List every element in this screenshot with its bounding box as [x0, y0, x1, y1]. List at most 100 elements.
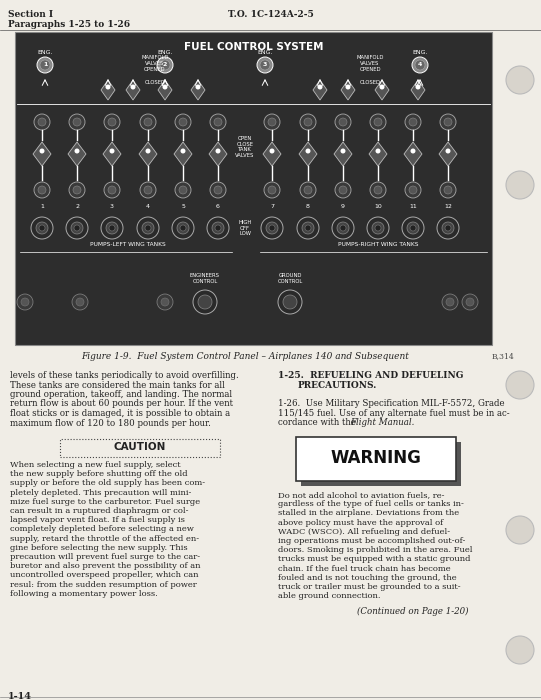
Text: doors. Smoking is prohibited in the area. Fuel: doors. Smoking is prohibited in the area… [278, 546, 472, 554]
Text: 1: 1 [43, 62, 47, 67]
Circle shape [104, 114, 120, 130]
Circle shape [370, 182, 386, 198]
Text: Paragraphs 1-25 to 1-26: Paragraphs 1-25 to 1-26 [8, 20, 130, 29]
Circle shape [130, 85, 135, 90]
Circle shape [215, 148, 221, 153]
Text: When selecting a new fuel supply, select: When selecting a new fuel supply, select [10, 461, 181, 469]
Polygon shape [174, 142, 192, 166]
Circle shape [264, 114, 280, 130]
Circle shape [17, 294, 33, 310]
Circle shape [207, 217, 229, 239]
Text: OPEN
CLOSE
TANK
VALVES: OPEN CLOSE TANK VALVES [235, 136, 255, 158]
Text: 11: 11 [409, 204, 417, 209]
Circle shape [69, 182, 85, 198]
Text: PRECAUTIONS.: PRECAUTIONS. [298, 381, 378, 390]
Circle shape [180, 225, 186, 231]
Polygon shape [33, 142, 51, 166]
Circle shape [212, 222, 224, 234]
Circle shape [300, 114, 316, 130]
Text: PUMPS-LEFT WING TANKS: PUMPS-LEFT WING TANKS [90, 242, 166, 247]
Circle shape [109, 225, 115, 231]
Text: Figure 1-9.  Fuel System Control Panel – Airplanes 140 and Subsequent: Figure 1-9. Fuel System Control Panel – … [81, 352, 409, 361]
Polygon shape [191, 80, 205, 100]
Circle shape [198, 295, 212, 309]
Circle shape [175, 114, 191, 130]
Circle shape [335, 114, 351, 130]
Circle shape [367, 217, 389, 239]
Circle shape [440, 114, 456, 130]
Circle shape [36, 222, 48, 234]
Text: cordance with the: cordance with the [278, 418, 359, 427]
Text: 8: 8 [306, 204, 310, 209]
Polygon shape [375, 80, 389, 100]
Circle shape [374, 186, 382, 194]
Circle shape [402, 217, 424, 239]
Polygon shape [158, 80, 172, 100]
Circle shape [302, 222, 314, 234]
Circle shape [175, 182, 191, 198]
Text: MANIFOLD
VALVES
OPENED: MANIFOLD VALVES OPENED [357, 55, 384, 71]
Circle shape [318, 85, 322, 90]
Circle shape [440, 182, 456, 198]
Text: FUEL CONTROL SYSTEM: FUEL CONTROL SYSTEM [184, 42, 324, 52]
Circle shape [73, 186, 81, 194]
Circle shape [339, 186, 347, 194]
Circle shape [445, 225, 451, 231]
Text: resul: from the sudden resumption of power: resul: from the sudden resumption of pow… [10, 580, 197, 589]
Circle shape [409, 186, 417, 194]
Text: These tanks are considered the main tanks for all: These tanks are considered the main tank… [10, 381, 225, 389]
Circle shape [506, 636, 534, 664]
Text: CLOSED: CLOSED [360, 80, 380, 85]
Polygon shape [299, 142, 317, 166]
Polygon shape [263, 142, 281, 166]
Bar [301, 442, 461, 486]
Text: supply or before the old supply has been com-: supply or before the old supply has been… [10, 480, 205, 487]
Text: HIGH
OFF
LOW: HIGH OFF LOW [239, 220, 252, 237]
Text: ENGINEERS
CONTROL: ENGINEERS CONTROL [190, 273, 220, 284]
Text: can result in a ruptured diaphragm or col-: can result in a ruptured diaphragm or co… [10, 507, 188, 515]
Polygon shape [209, 142, 227, 166]
Circle shape [72, 294, 88, 310]
Text: lapsed vapor vent float. If a fuel supply is: lapsed vapor vent float. If a fuel suppl… [10, 516, 185, 524]
Text: gine before selecting the new supply. This: gine before selecting the new supply. Th… [10, 544, 188, 552]
Circle shape [506, 171, 534, 199]
Text: Section I: Section I [8, 10, 53, 19]
Text: precaution will prevent fuel surge to the car-: precaution will prevent fuel surge to th… [10, 553, 200, 561]
Text: above policy must have the approval of: above policy must have the approval of [278, 519, 443, 526]
Circle shape [39, 148, 44, 153]
Text: T.O. 1C-124A-2-5: T.O. 1C-124A-2-5 [228, 10, 314, 19]
Circle shape [257, 57, 273, 73]
Circle shape [370, 114, 386, 130]
Text: buretor and also prevent the possibility of an: buretor and also prevent the possibility… [10, 562, 201, 570]
Circle shape [210, 114, 226, 130]
Circle shape [106, 222, 118, 234]
Circle shape [300, 182, 316, 198]
Text: 6: 6 [216, 204, 220, 209]
Text: CAUTION: CAUTION [114, 442, 166, 452]
Text: 10: 10 [374, 204, 382, 209]
Text: 4: 4 [146, 204, 150, 209]
Circle shape [140, 182, 156, 198]
Polygon shape [439, 142, 457, 166]
Circle shape [104, 182, 120, 198]
Circle shape [260, 60, 270, 70]
Text: 4: 4 [418, 62, 422, 67]
Circle shape [215, 225, 221, 231]
Text: CLOSED: CLOSED [144, 80, 166, 85]
Text: ENG.: ENG. [157, 50, 173, 55]
Circle shape [304, 186, 312, 194]
Circle shape [405, 182, 421, 198]
Circle shape [506, 371, 534, 399]
Circle shape [466, 298, 474, 306]
Circle shape [157, 294, 173, 310]
Circle shape [445, 148, 451, 153]
Circle shape [108, 186, 116, 194]
Circle shape [339, 118, 347, 126]
Circle shape [335, 182, 351, 198]
Circle shape [214, 186, 222, 194]
Circle shape [179, 118, 187, 126]
Circle shape [40, 60, 50, 70]
Circle shape [146, 148, 150, 153]
Text: float sticks or is damaged, it is possible to obtain a: float sticks or is damaged, it is possib… [10, 409, 230, 418]
Text: 7: 7 [270, 204, 274, 209]
